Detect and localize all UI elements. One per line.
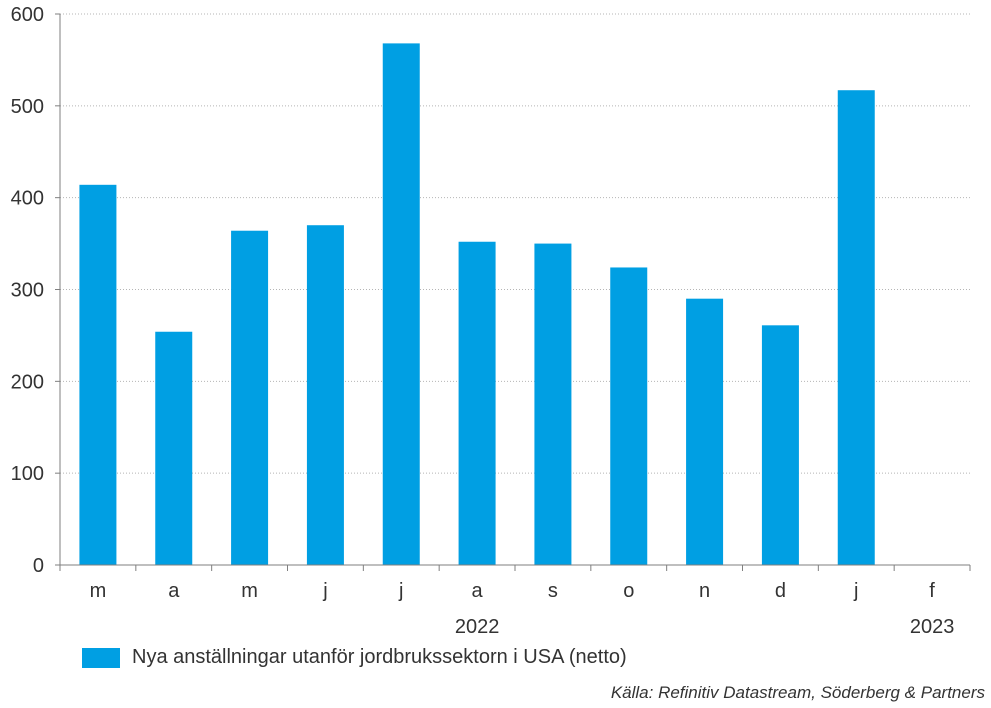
x-tick-label: s: [548, 580, 558, 602]
bar: [155, 331, 193, 565]
bar: [382, 43, 420, 566]
bar: [231, 230, 269, 565]
x-tick-label: j: [398, 580, 403, 602]
y-tick-label: 400: [11, 188, 44, 210]
y-tick-label: 300: [11, 280, 44, 302]
year-label: 2023: [910, 616, 955, 638]
gridlines: [60, 13, 970, 474]
legend-swatch: [82, 647, 120, 668]
year-label: 2022: [455, 616, 500, 638]
x-tick-label: f: [929, 580, 935, 602]
bar: [458, 241, 496, 565]
x-tick-label: j: [322, 580, 327, 602]
bar: [686, 298, 724, 565]
x-tick-label: a: [168, 580, 180, 602]
y-tick-label: 200: [11, 371, 44, 393]
bar: [761, 325, 799, 565]
source-note: Källa: Refinitiv Datastream, Söderberg &…: [610, 683, 985, 702]
x-tick-label: m: [90, 580, 107, 602]
y-tick-label: 100: [11, 463, 44, 485]
axes: [55, 13, 971, 571]
legend: Nya anställningar utanför jordbrukssekto…: [82, 646, 627, 669]
x-tick-label: n: [699, 580, 710, 602]
x-tick-label: a: [472, 580, 484, 602]
x-tick-label: d: [775, 580, 786, 602]
y-tick-label: 500: [11, 96, 44, 118]
y-tick-labels: 0 100 200 300 400 500 600: [11, 4, 44, 577]
bars: [79, 43, 875, 566]
bar: [837, 90, 875, 565]
legend-label: Nya anställningar utanför jordbrukssekto…: [132, 646, 627, 668]
bar: [79, 184, 117, 565]
y-tick-label: 600: [11, 4, 44, 26]
x-tick-label: m: [241, 580, 258, 602]
x-tick-label: j: [853, 580, 858, 602]
bar: [534, 243, 572, 566]
year-labels: 2022 2023: [455, 616, 955, 638]
y-tick-label: 0: [33, 555, 44, 577]
bar: [306, 225, 344, 565]
bar: [610, 267, 648, 565]
x-tick-label: o: [623, 580, 634, 602]
